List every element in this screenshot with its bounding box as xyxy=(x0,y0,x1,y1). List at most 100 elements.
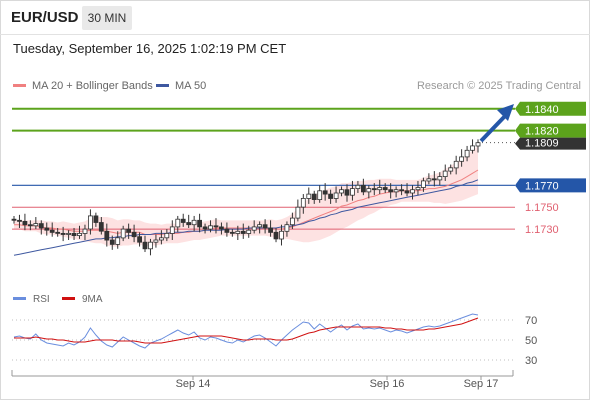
rsi-legend-label: RSI xyxy=(33,294,50,305)
candle xyxy=(328,189,334,204)
candle-body xyxy=(88,215,93,230)
candle xyxy=(104,223,110,247)
header-divider xyxy=(0,34,590,35)
candle xyxy=(246,225,252,238)
candle-body xyxy=(470,145,475,151)
candle-body xyxy=(235,230,241,234)
candle xyxy=(169,220,175,240)
candle xyxy=(218,222,224,235)
candles-layer xyxy=(11,139,481,256)
candle-body xyxy=(240,230,246,234)
candle xyxy=(251,220,257,234)
candle xyxy=(431,171,437,187)
candle-body xyxy=(328,193,334,199)
candle xyxy=(426,173,432,185)
candle xyxy=(202,223,208,234)
candle xyxy=(131,224,137,243)
candle-body xyxy=(289,217,295,226)
candle-body xyxy=(126,228,131,233)
rsi-ma-legend-label: 9MA xyxy=(82,294,103,305)
candle-body xyxy=(17,219,22,222)
candle-body xyxy=(262,224,268,229)
candle-body xyxy=(142,241,148,250)
candle-body xyxy=(208,225,213,230)
candle xyxy=(289,212,295,230)
candle-body xyxy=(300,197,306,208)
candle-body xyxy=(355,184,361,190)
candle xyxy=(60,226,66,242)
candle xyxy=(98,217,104,235)
candle-body xyxy=(66,232,71,235)
candle-body xyxy=(191,219,197,226)
candle xyxy=(229,229,235,237)
timeframe-button[interactable]: 30 MIN xyxy=(82,6,132,30)
candle-body xyxy=(38,223,44,229)
candle-body xyxy=(98,222,104,232)
candle-body xyxy=(246,229,252,234)
rsi-ma-line xyxy=(14,317,479,344)
candle-body xyxy=(153,239,159,243)
candle-body xyxy=(180,218,186,223)
candle xyxy=(415,180,421,196)
candle-body xyxy=(202,226,208,230)
candle xyxy=(295,199,301,222)
candle xyxy=(17,214,22,228)
candle-body xyxy=(371,188,377,191)
candle-body xyxy=(218,226,224,230)
candle-body xyxy=(306,193,312,199)
candle-body xyxy=(213,225,219,228)
candle-body xyxy=(115,237,121,245)
candle xyxy=(448,164,454,175)
candle-body xyxy=(49,229,55,233)
candle xyxy=(11,215,17,224)
candle xyxy=(420,177,426,192)
chart-header: EUR/USD 30 MIN xyxy=(0,0,590,34)
rsi-tick-label-1: 50 xyxy=(525,335,537,347)
candle xyxy=(475,139,481,153)
level-label-1: 1.1820 xyxy=(525,126,559,138)
candle xyxy=(175,215,181,233)
candle xyxy=(322,183,328,201)
rsi-panel-layer: RSI 9MA 70 50 30 xyxy=(12,294,537,367)
ma50-legend-label: MA 50 xyxy=(175,80,207,92)
candle xyxy=(158,230,164,245)
candle-body xyxy=(453,160,459,169)
candle xyxy=(410,185,415,200)
candle xyxy=(464,145,470,162)
level-label-0: 1.1840 xyxy=(525,104,559,116)
candle xyxy=(88,209,93,235)
time-axis-layer: Sep 14 Sep 16 Sep 17 xyxy=(11,370,514,390)
candle xyxy=(148,238,153,256)
candle-body xyxy=(175,218,181,228)
ma20-legend-label: MA 20 + Bollinger Bands xyxy=(32,80,153,92)
candle-body xyxy=(27,224,33,227)
candle-body xyxy=(475,142,481,147)
legend-ma20: MA 20 + Bollinger Bands xyxy=(13,80,153,92)
candle xyxy=(377,179,383,195)
candle xyxy=(442,164,448,181)
candle xyxy=(470,139,475,154)
candle xyxy=(388,183,394,199)
ma20-swatch xyxy=(13,83,26,87)
candle-body xyxy=(11,218,17,221)
candle-body xyxy=(186,222,192,226)
candle-body xyxy=(464,149,470,158)
candle-body xyxy=(448,167,454,172)
candle-body xyxy=(377,187,383,191)
ma50-swatch xyxy=(156,83,169,87)
candle xyxy=(164,229,170,242)
candle-body xyxy=(459,156,465,162)
time-tick-label-1: Sep 16 xyxy=(370,378,405,390)
candle-body xyxy=(426,178,432,182)
legend-ma50: MA 50 xyxy=(156,80,206,92)
candle-body xyxy=(437,176,443,181)
candle-body xyxy=(268,227,274,233)
level-label-box-3 xyxy=(515,178,586,193)
candle xyxy=(273,227,279,243)
candle xyxy=(339,186,344,197)
candle xyxy=(180,213,186,227)
candle xyxy=(27,220,33,231)
candle xyxy=(66,230,71,240)
time-tick-label-2: Sep 17 xyxy=(464,378,499,390)
